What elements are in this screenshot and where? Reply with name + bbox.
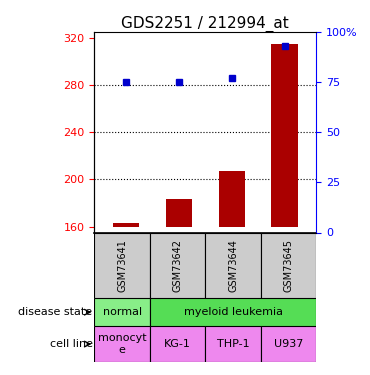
Bar <box>150 232 205 298</box>
Text: U937: U937 <box>274 339 303 349</box>
Bar <box>219 171 245 226</box>
Text: cell line: cell line <box>50 339 92 349</box>
Text: KG-1: KG-1 <box>164 339 191 349</box>
Text: GSM73641: GSM73641 <box>117 239 127 292</box>
Text: THP-1: THP-1 <box>217 339 249 349</box>
Text: GSM73644: GSM73644 <box>228 239 238 292</box>
Bar <box>272 44 298 226</box>
Bar <box>205 232 261 298</box>
Bar <box>150 326 205 362</box>
Bar <box>261 232 316 298</box>
Bar <box>94 298 150 326</box>
Bar <box>94 326 150 362</box>
Text: myeloid leukemia: myeloid leukemia <box>184 307 283 317</box>
Bar <box>261 326 316 362</box>
Text: normal: normal <box>102 307 142 317</box>
Text: GSM73642: GSM73642 <box>172 239 183 292</box>
Bar <box>205 326 261 362</box>
Title: GDS2251 / 212994_at: GDS2251 / 212994_at <box>121 16 289 32</box>
Text: monocyt
e: monocyt e <box>98 333 147 355</box>
Bar <box>150 298 316 326</box>
Bar <box>166 200 192 226</box>
Text: disease state: disease state <box>18 307 92 317</box>
Bar <box>113 223 139 226</box>
Text: GSM73645: GSM73645 <box>283 239 294 292</box>
Bar <box>94 232 150 298</box>
